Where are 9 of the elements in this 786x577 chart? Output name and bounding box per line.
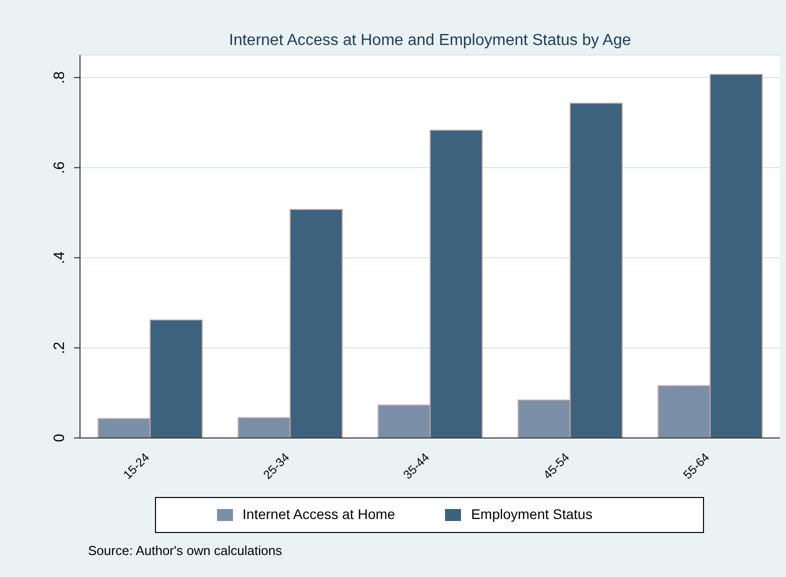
y-tick-label: .6 bbox=[51, 161, 68, 174]
y-tick-label: .4 bbox=[51, 252, 68, 264]
source-note: Source: Author's own calculations bbox=[88, 543, 282, 558]
y-tick-label: 0 bbox=[51, 434, 68, 442]
y-tick-label: .8 bbox=[51, 71, 68, 84]
legend-label: Employment Status bbox=[471, 506, 592, 522]
chart-title: Internet Access at Home and Employment Status by Age bbox=[228, 32, 632, 50]
y-tick-label: .2 bbox=[51, 342, 68, 354]
legend-label: Internet Access at Home bbox=[242, 506, 396, 522]
